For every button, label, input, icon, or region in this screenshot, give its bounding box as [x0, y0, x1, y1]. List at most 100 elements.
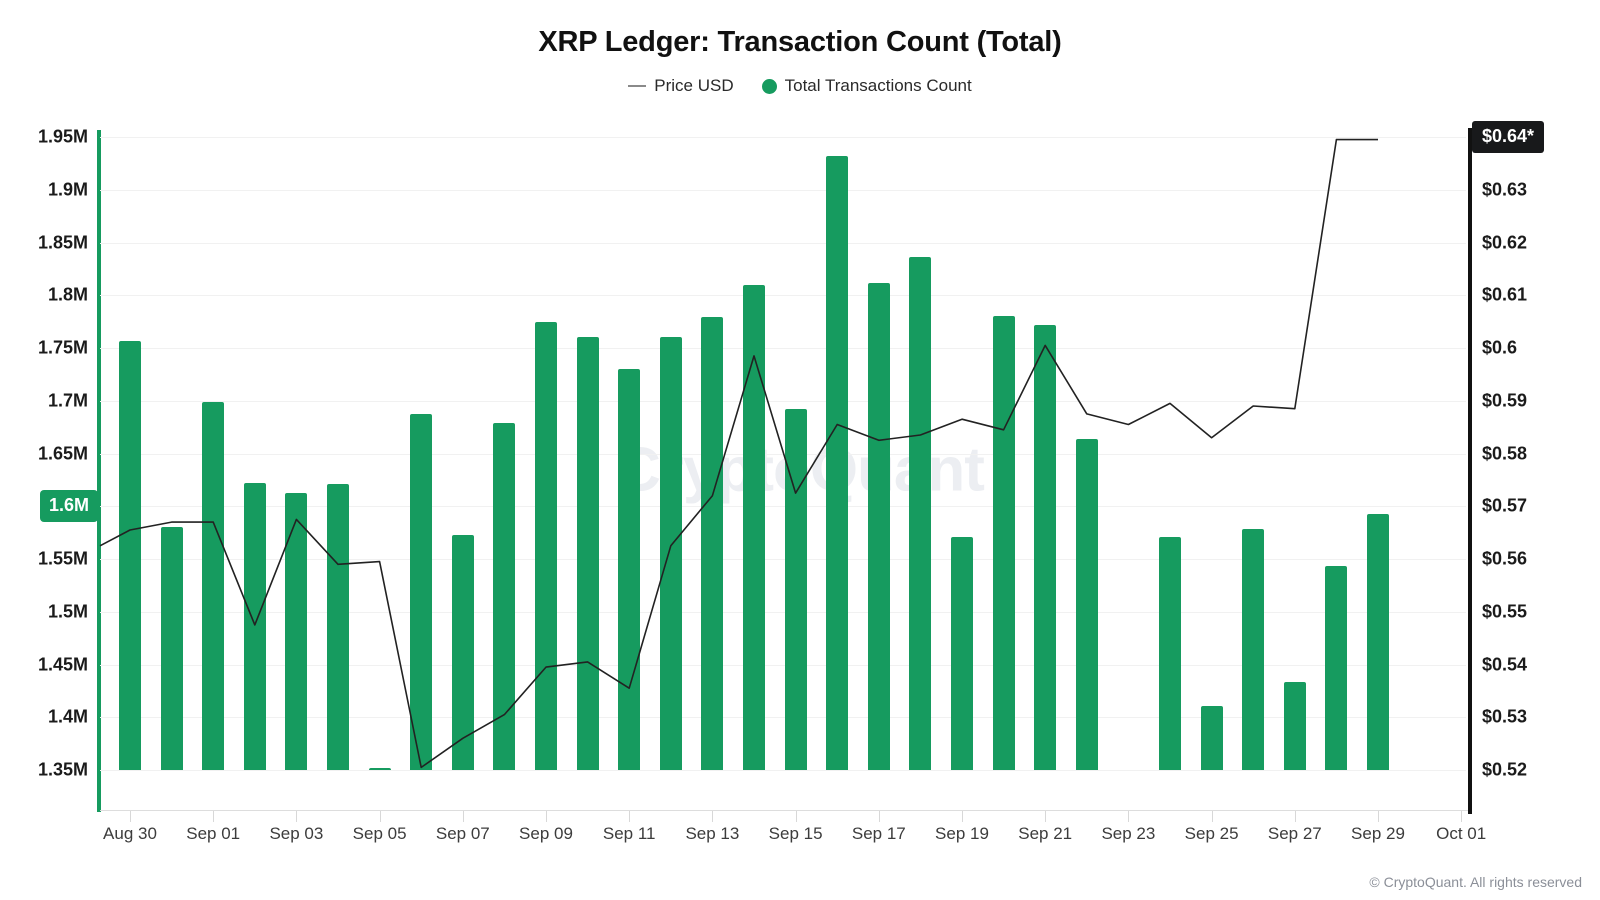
x-axis-tick [629, 811, 631, 822]
bar-sep-15[interactable] [784, 409, 807, 770]
x-axis-tick-label: Sep 13 [685, 824, 740, 843]
x-axis-tick-label: Sep 11 [602, 824, 656, 843]
bar-sep-21[interactable] [1034, 324, 1057, 770]
bar-sep-09[interactable] [535, 321, 557, 770]
x-axis-tick [1378, 811, 1379, 822]
x-axis-tick-label: Oct 01 [1436, 824, 1487, 843]
y-axis-left-tick-label: 1.45M [37, 654, 88, 674]
bar-sep-16[interactable] [826, 156, 849, 770]
bar-sep-20[interactable] [992, 316, 1015, 770]
y-axis-left-tick-label: 1.8M [47, 284, 88, 305]
bar-sep-04[interactable] [327, 484, 349, 770]
x-axis-tick-label: Sep 19 [935, 824, 989, 843]
x-axis-tick [1294, 811, 1296, 822]
gridline [100, 611, 1466, 613]
bar-sep-26[interactable] [1242, 529, 1265, 770]
bar-aug-30[interactable] [119, 340, 141, 770]
x-axis-tick [379, 811, 381, 822]
x-axis-tick [130, 811, 131, 822]
gridline [100, 400, 1466, 402]
circle-dot-icon [761, 78, 777, 94]
x-axis-tick-label: Sep 09 [519, 824, 573, 843]
gridline [100, 559, 1466, 560]
gridline [100, 717, 1466, 719]
x-axis-tick-label: Sep 15 [768, 824, 823, 843]
bar-sep-13[interactable] [701, 317, 724, 770]
y-axis-left-tick-label: 1.55M [37, 548, 88, 569]
y-axis-left-tick-label: 1.35M [37, 759, 88, 780]
y-axis-right-tick-label: $0.53 [1482, 706, 1528, 727]
y-axis-left-tick-label: 1.9M [47, 179, 88, 200]
legend-item-price-usd[interactable]: Price USD [628, 76, 734, 96]
y-axis-right-spine [1468, 128, 1472, 814]
chart-legend: Price USD Total Transactions Count [0, 76, 1600, 96]
price-line-series [99, 138, 1378, 769]
x-axis-tick [1211, 811, 1213, 822]
y-axis-left-spine [97, 130, 101, 812]
x-axis-tick [546, 811, 547, 822]
x-axis-tick [1461, 811, 1463, 822]
page-title: XRP Ledger: Transaction Count (Total) [538, 26, 1062, 58]
y-axis-right-tick-label: $0.57 [1482, 495, 1528, 516]
bar-sep-06[interactable] [410, 414, 433, 770]
bar-sep-25[interactable] [1200, 705, 1223, 770]
bar-sep-14[interactable] [743, 284, 765, 770]
x-axis-tick [878, 811, 880, 822]
y-axis-left-tick-label: 1.95M [37, 126, 88, 147]
bar-sep-27[interactable] [1283, 682, 1306, 770]
x-axis-tick-label: Sep 23 [1101, 824, 1156, 843]
y-axis-right-tick-label: $0.52 [1482, 759, 1528, 780]
y-axis-left-tick-label: 1.4M [47, 706, 88, 727]
bar-sep-19[interactable] [951, 536, 973, 770]
bar-sep-12[interactable] [659, 337, 682, 770]
gridline [100, 348, 1466, 349]
bar-sep-05[interactable] [368, 767, 391, 770]
bar-sep-24[interactable] [1159, 536, 1181, 770]
gridline [100, 189, 1466, 191]
x-axis-tick-label: Sep 05 [352, 824, 407, 843]
price-line-path [99, 138, 1378, 769]
y-axis-right-tick-label: $0.55 [1482, 601, 1528, 622]
y-axis-right-tick-label: $0.62 [1482, 232, 1528, 252]
x-axis-tick [462, 811, 464, 822]
gridline [100, 137, 1466, 138]
legend-label-total-transactions: Total Transactions Count [784, 76, 972, 95]
bar-sep-18[interactable] [909, 257, 932, 770]
bar-sep-07[interactable] [451, 534, 474, 770]
gridline [100, 295, 1466, 297]
gridline [100, 506, 1466, 508]
x-axis-tick-label: Sep 03 [269, 824, 324, 843]
x-axis-tick [962, 811, 963, 822]
bar-sep-01[interactable] [202, 401, 225, 770]
y-axis-right-tick-label: $0.56 [1482, 548, 1528, 569]
line-dash-icon [628, 85, 647, 87]
x-axis-tick [296, 811, 298, 822]
y-axis-left-current-badge: 1.6M [40, 490, 99, 523]
legend-item-total-transactions[interactable]: Total Transactions Count [761, 76, 972, 96]
bar-sep-17[interactable] [867, 282, 890, 770]
bar-sep-03[interactable] [285, 492, 308, 770]
x-axis-tick-label: Sep 21 [1018, 824, 1073, 843]
x-axis-tick-label: Sep 29 [1351, 824, 1405, 843]
bar-sep-02[interactable] [243, 483, 266, 770]
x-axis-tick [1128, 811, 1130, 822]
x-axis-tick-label: Sep 27 [1267, 824, 1322, 843]
bar-sep-29[interactable] [1367, 513, 1389, 770]
x-axis-tick [795, 811, 797, 822]
y-axis-left-tick-label: 1.5M [47, 601, 88, 622]
bar-sep-08[interactable] [493, 422, 516, 770]
x-axis-line [100, 810, 1468, 811]
x-axis-tick [213, 811, 215, 822]
legend-label-price-usd: Price USD [654, 76, 734, 95]
bar-aug-31[interactable] [160, 527, 183, 770]
y-axis-right-tick-label: $0.59 [1482, 390, 1528, 411]
x-axis-tick-label: Aug 30 [103, 824, 157, 843]
plot-area [99, 137, 1466, 771]
bar-sep-22[interactable] [1075, 438, 1098, 770]
bar-sep-28[interactable] [1325, 566, 1348, 770]
y-axis-left-tick-label: 1.7M [47, 390, 88, 411]
y-axis-right-current-badge: $0.64* [1472, 121, 1545, 153]
x-axis-tick-label: Sep 01 [186, 824, 241, 843]
y-axis-right-tick-label: $0.63 [1482, 179, 1528, 200]
